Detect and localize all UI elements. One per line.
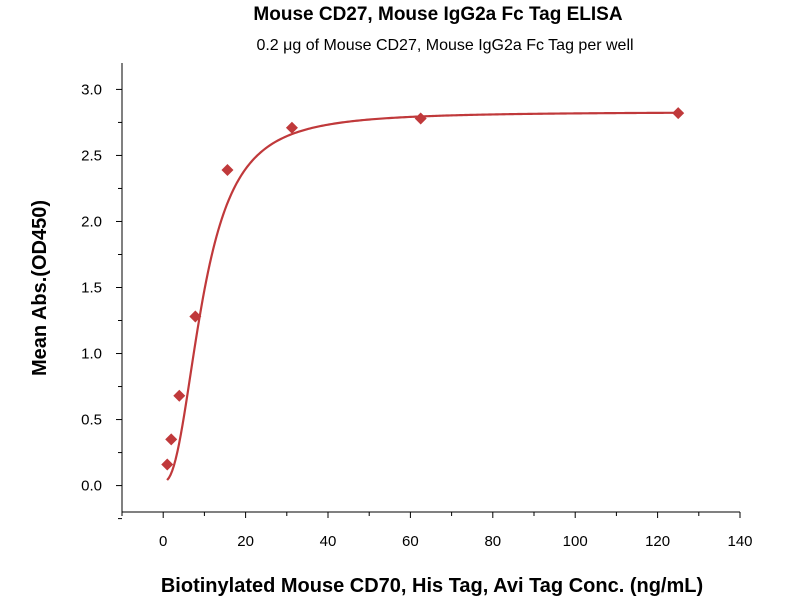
- x-tick-label: 0: [159, 533, 167, 550]
- chart-subtitle: 0.2 μg of Mouse CD27, Mouse IgG2a Fc Tag…: [256, 37, 633, 54]
- x-tick-label: 20: [237, 533, 254, 550]
- y-tick-label: 0.0: [81, 478, 102, 495]
- fit-curve: [166, 111, 679, 481]
- data-point: [221, 163, 234, 176]
- y-tick-label: 0.5: [81, 412, 102, 429]
- data-point: [165, 433, 178, 446]
- y-ticks: 0.0 0.5 1.0 1.5 2.0 2.5 3.0: [81, 81, 122, 520]
- x-tick-label: 80: [484, 533, 501, 550]
- chart-title: Mouse CD27, Mouse IgG2a Fc Tag ELISA: [253, 4, 622, 25]
- x-tick-label: 40: [320, 533, 337, 550]
- y-tick-label: 2.0: [81, 213, 102, 230]
- y-tick-label: 3.0: [81, 81, 102, 98]
- x-tick-label: 60: [402, 533, 419, 550]
- data-point: [161, 458, 174, 471]
- x-ticks: 0 20 40 60 80 100 120 140: [121, 512, 753, 550]
- data-point: [173, 389, 186, 402]
- x-tick-label: 120: [645, 533, 670, 550]
- data-point: [672, 107, 685, 120]
- y-tick-label: 1.0: [81, 346, 102, 363]
- data-point: [189, 310, 202, 323]
- data-points: [161, 107, 685, 471]
- y-axis: 0.0 0.5 1.0 1.5 2.0 2.5 3.0: [81, 63, 123, 520]
- y-axis-label: Mean Abs.(OD450): [29, 200, 51, 376]
- x-tick-label: 140: [727, 533, 752, 550]
- x-tick-label: 100: [563, 533, 588, 550]
- data-point: [414, 112, 427, 125]
- y-tick-label: 2.5: [81, 147, 102, 164]
- x-axis: 0 20 40 60 80 100 120 140: [121, 511, 753, 550]
- data-point: [285, 121, 298, 134]
- y-tick-label: 1.5: [81, 280, 102, 297]
- x-axis-label: Biotinylated Mouse CD70, His Tag, Avi Ta…: [161, 575, 703, 597]
